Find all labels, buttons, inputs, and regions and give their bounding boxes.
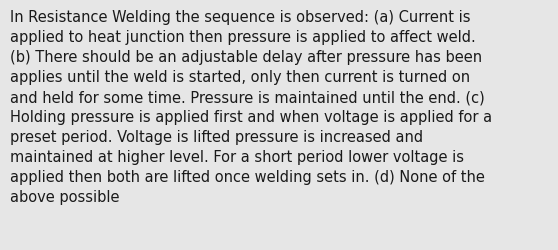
Text: In Resistance Welding the sequence is observed: (a) Current is
applied to heat j: In Resistance Welding the sequence is ob…	[10, 10, 492, 204]
